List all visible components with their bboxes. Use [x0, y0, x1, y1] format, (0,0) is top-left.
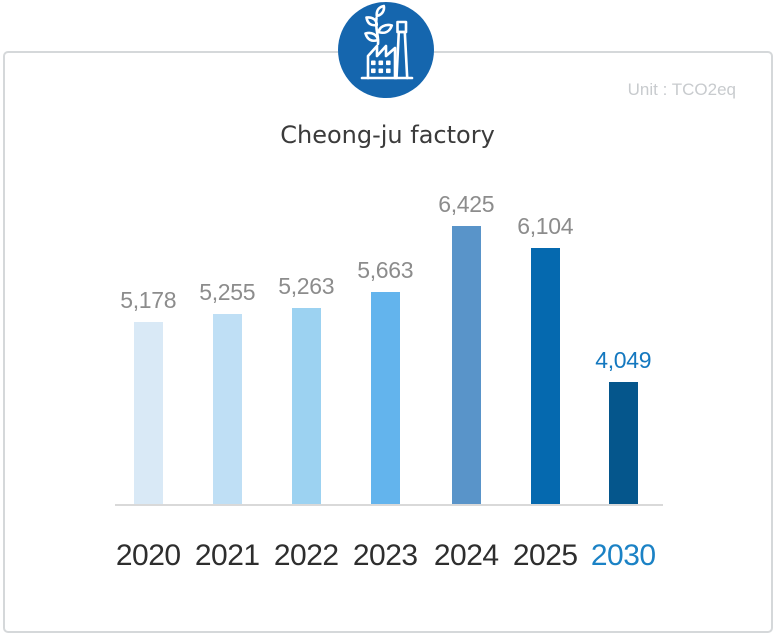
bar-2024	[452, 226, 481, 504]
value-label-2020: 5,178	[120, 287, 177, 313]
bar-2030	[609, 382, 638, 504]
bar-2022	[292, 308, 321, 504]
year-label-2020: 2020	[115, 539, 181, 572]
value-label-2024: 6,425	[438, 191, 495, 217]
year-label-2025: 2025	[512, 539, 578, 572]
value-label-2023: 5,663	[357, 257, 414, 283]
bar-2025	[531, 248, 560, 504]
bar-2020	[134, 322, 163, 504]
chart-title: Cheong-ju factory	[280, 121, 495, 149]
eco-factory-icon-glyph	[360, 4, 414, 80]
year-label-2030: 2030	[590, 539, 656, 572]
value-label-2025: 6,104	[517, 213, 574, 239]
year-label-2024: 2024	[433, 539, 499, 572]
value-label-2030: 4,049	[595, 347, 652, 373]
year-label-2023: 2023	[352, 539, 418, 572]
value-label-2022: 5,263	[278, 273, 335, 299]
eco-factory-icon	[338, 2, 434, 98]
value-label-2021: 5,255	[199, 279, 256, 305]
unit-label: Unit : TCO2eq	[627, 80, 736, 99]
x-axis-line	[115, 504, 663, 506]
bar-2023	[371, 292, 400, 504]
year-label-2022: 2022	[273, 539, 339, 572]
bar-2021	[213, 314, 242, 504]
year-label-2021: 2021	[194, 539, 260, 572]
